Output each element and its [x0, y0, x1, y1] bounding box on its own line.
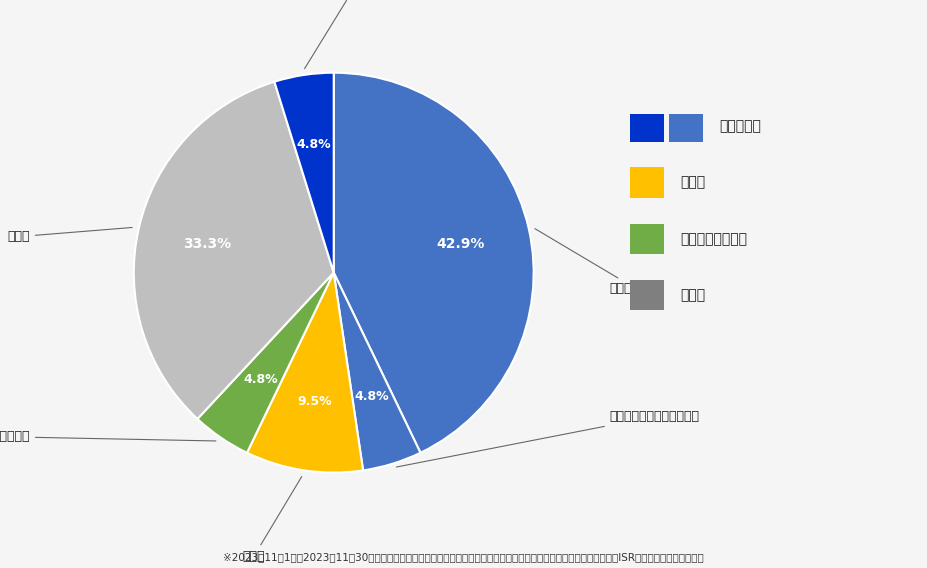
Text: 4.8%: 4.8%	[297, 137, 332, 151]
FancyBboxPatch shape	[630, 167, 664, 198]
Text: 4.8%: 4.8%	[355, 390, 389, 403]
Text: ※2023年11月1日～2023年11月30日までに企業や団体がプレスリリース等で発表したサイバー攻撃関連の被害報告を基に、ISRが独自で集計して作成。: ※2023年11月1日～2023年11月30日までに企業や団体がプレスリリース等…	[223, 552, 704, 562]
Wedge shape	[334, 273, 421, 470]
FancyBboxPatch shape	[630, 111, 664, 141]
Text: アカウントの悪用: アカウントの悪用	[680, 232, 747, 246]
Text: 4.8%: 4.8%	[243, 373, 278, 386]
Text: 調査中: 調査中	[7, 227, 133, 243]
Text: ペイメントアプリの改ざん: ペイメントアプリの改ざん	[397, 410, 700, 467]
Wedge shape	[133, 82, 334, 419]
Text: 脆弱性: 脆弱性	[680, 176, 705, 190]
Wedge shape	[197, 273, 334, 453]
Text: マルウェア: マルウェア	[305, 0, 373, 69]
Text: マルウェア: マルウェア	[719, 119, 761, 133]
Text: ランサムウェア: ランサムウェア	[535, 229, 662, 295]
Wedge shape	[334, 73, 534, 453]
Text: 脆弱性: 脆弱性	[243, 477, 301, 563]
Wedge shape	[274, 73, 334, 273]
Text: 33.3%: 33.3%	[183, 237, 231, 250]
Text: その他: その他	[680, 288, 705, 302]
Text: 9.5%: 9.5%	[297, 395, 332, 408]
FancyBboxPatch shape	[630, 280, 664, 310]
Text: 不正ログイン／悪用: 不正ログイン／悪用	[0, 430, 216, 443]
Wedge shape	[247, 273, 363, 473]
FancyBboxPatch shape	[630, 223, 664, 254]
FancyBboxPatch shape	[669, 111, 703, 141]
Text: 42.9%: 42.9%	[437, 237, 485, 250]
